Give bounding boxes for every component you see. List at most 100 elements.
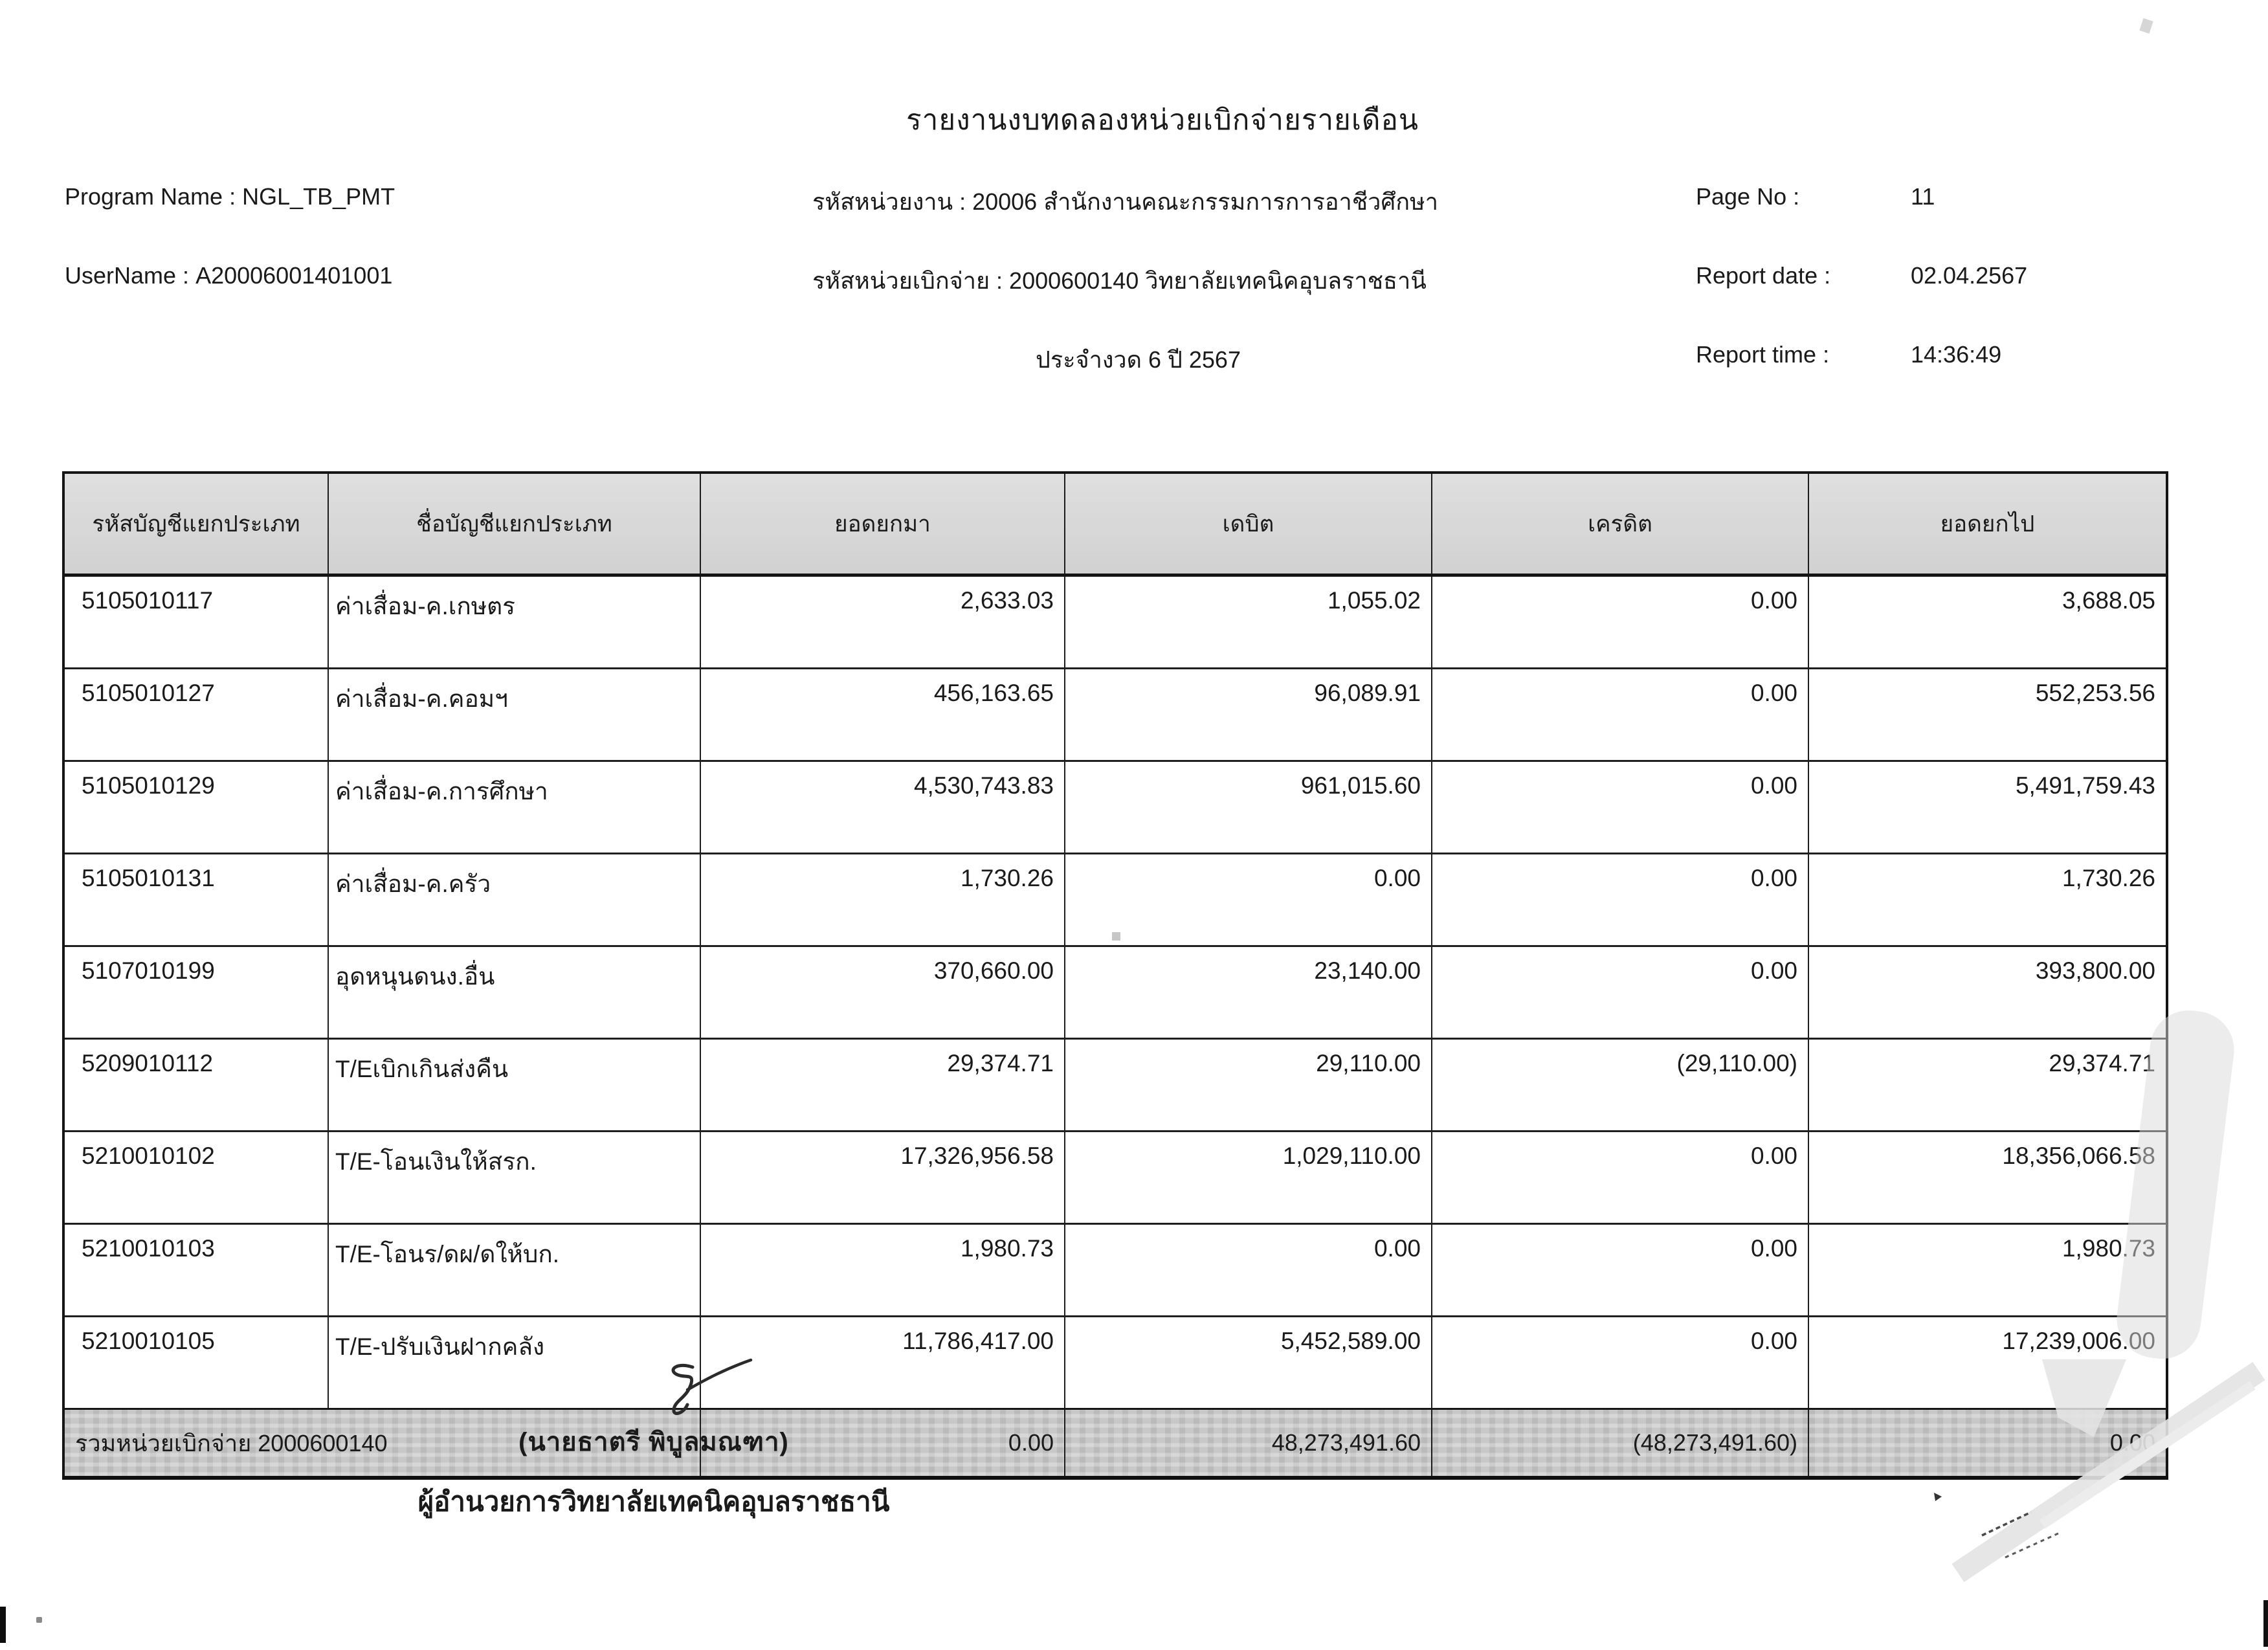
table-row: 5210010103 T/E-โอนร/ดผ/ดให้บก. 1,980.73 … — [63, 1223, 2168, 1317]
credit-cell: 0.00 — [1431, 1315, 1809, 1410]
username-line: UserName : A20006001401001 — [65, 262, 392, 289]
brought-forward-cell: 17,326,956.58 — [700, 1130, 1065, 1225]
page-no-label: Page No : — [1696, 183, 1800, 210]
debit-cell: 29,110.00 — [1064, 1038, 1432, 1132]
brought-forward-cell: 1,730.26 — [700, 853, 1065, 947]
table-row: 5105010127 ค่าเสื่อม-ค.คอมฯ 456,163.65 9… — [63, 667, 2168, 762]
credit-cell: 0.00 — [1431, 853, 1809, 947]
total-row: รวมหน่วยเบิกจ่าย 2000600140 0.00 48,273,… — [63, 1408, 2168, 1480]
debit-cell: 5,452,589.00 — [1064, 1315, 1432, 1410]
report-time-value: 14:36:49 — [1911, 341, 2002, 368]
report-time-label: Report time : — [1696, 341, 1830, 368]
debit-cell: 96,089.91 — [1064, 667, 1432, 762]
carry-forward-cell: 18,356,066.58 — [1808, 1130, 2168, 1225]
scan-artifact-left-bar — [0, 1607, 6, 1643]
table-row: 5107010199 อุดหนุนดนง.อื่น 370,660.00 23… — [63, 945, 2168, 1040]
account-name-cell: ค่าเสื่อม-ค.คอมฯ — [328, 667, 701, 762]
brought-forward-cell: 456,163.65 — [700, 667, 1065, 762]
col-header-account-name: ชื่อบัญชีแยกประเภท — [328, 472, 701, 577]
table-row: 5105010129 ค่าเสื่อม-ค.การศึกษา 4,530,74… — [63, 760, 2168, 854]
col-header-debit: เดบิต — [1064, 472, 1432, 577]
col-header-account-code: รหัสบัญชีแยกประเภท — [63, 472, 329, 577]
account-name-cell: T/E-ปรับเงินฝากคลัง — [328, 1315, 701, 1410]
credit-cell: 0.00 — [1431, 945, 1809, 1040]
account-code-cell: 5210010102 — [63, 1130, 329, 1225]
account-name-cell: ค่าเสื่อม-ค.เกษตร — [328, 574, 701, 669]
account-code-cell: 5105010117 — [63, 574, 329, 669]
col-header-credit: เครดิต — [1431, 472, 1809, 577]
brought-forward-cell: 2,633.03 — [700, 574, 1065, 669]
scan-artifact-top-right-dash — [2139, 18, 2153, 34]
signatory-role: ผู้อำนวยการวิทยาลัยเทคนิคอุบลราชธานี — [417, 1486, 890, 1517]
signature-mark — [655, 1354, 759, 1422]
carry-forward-cell: 3,688.05 — [1808, 574, 2168, 669]
credit-cell: 0.00 — [1431, 667, 1809, 762]
scan-artifact-corner-bar — [2263, 1600, 2268, 1647]
report-title: รายงานงบทดลองหน่วยเบิกจ่ายรายเดือน — [906, 104, 1419, 136]
table-header-row: รหัสบัญชีแยกประเภท ชื่อบัญชีแยกประเภท ยอ… — [63, 472, 2168, 577]
carry-forward-cell: 1,980.73 — [1808, 1223, 2168, 1317]
table-row: 5105010117 ค่าเสื่อม-ค.เกษตร 2,633.03 1,… — [63, 574, 2168, 669]
credit-cell: 0.00 — [1431, 1223, 1809, 1317]
account-name-cell: ค่าเสื่อม-ค.การศึกษา — [328, 760, 701, 854]
debit-cell: 0.00 — [1064, 853, 1432, 947]
agency-code-line: รหัสหน่วยงาน : 20006 สำนักงานคณะกรรมการก… — [812, 188, 1438, 215]
table-row: 5210010102 T/E-โอนเงินให้สรก. 17,326,956… — [63, 1130, 2168, 1225]
credit-cell: 0.00 — [1431, 1130, 1809, 1225]
trial-balance-table: รหัสบัญชีแยกประเภท ชื่อบัญชีแยกประเภท ยอ… — [62, 471, 2168, 1480]
account-code-cell: 5105010129 — [63, 760, 329, 854]
total-credit-cell: (48,273,491.60) — [1431, 1408, 1809, 1480]
program-name-line: Program Name : NGL_TB_PMT — [65, 183, 395, 210]
username-value: A20006001401001 — [195, 262, 393, 289]
total-carry-forward-cell: 0.00 — [1808, 1408, 2168, 1480]
account-name-cell: T/Eเบิกเกินส่งคืน — [328, 1038, 701, 1132]
col-header-carry-forward: ยอดยกไป — [1808, 472, 2168, 577]
debit-cell: 1,029,110.00 — [1064, 1130, 1432, 1225]
page-no-value: 11 — [1911, 183, 1935, 210]
account-name-cell: ค่าเสื่อม-ค.ครัว — [328, 853, 701, 947]
account-code-cell: 5210010105 — [63, 1315, 329, 1410]
total-brought-forward-cell: 0.00 — [700, 1408, 1065, 1480]
debit-cell: 23,140.00 — [1064, 945, 1432, 1040]
signatory-name: (นายธาตรี พิบูลมณฑา) — [518, 1428, 789, 1456]
account-code-cell: 5105010127 — [63, 667, 329, 762]
table-row: 5210010105 T/E-ปรับเงินฝากคลัง 11,786,41… — [63, 1315, 2168, 1410]
table-row: 5105010131 ค่าเสื่อม-ค.ครัว 1,730.26 0.0… — [63, 853, 2168, 947]
account-name-cell: อุดหนุนดนง.อื่น — [328, 945, 701, 1040]
brought-forward-cell: 370,660.00 — [700, 945, 1065, 1040]
credit-cell: 0.00 — [1431, 574, 1809, 669]
period-line: ประจำงวด 6 ปี 2567 — [1036, 346, 1241, 373]
credit-cell: (29,110.00) — [1431, 1038, 1809, 1132]
debit-cell: 961,015.60 — [1064, 760, 1432, 854]
account-code-cell: 5105010131 — [63, 853, 329, 947]
debit-cell: 0.00 — [1064, 1223, 1432, 1317]
brought-forward-cell: 1,980.73 — [700, 1223, 1065, 1317]
table-row: 5209010112 T/Eเบิกเกินส่งคืน 29,374.71 2… — [63, 1038, 2168, 1132]
total-label-cell: รวมหน่วยเบิกจ่าย 2000600140 — [63, 1408, 701, 1480]
disbursing-unit-line: รหัสหน่วยเบิกจ่าย : 2000600140 วิทยาลัยเ… — [812, 267, 1427, 294]
username-label: UserName : — [65, 262, 190, 289]
brought-forward-cell: 29,374.71 — [700, 1038, 1065, 1132]
carry-forward-cell: 393,800.00 — [1808, 945, 2168, 1040]
program-name-label: Program Name : — [65, 183, 236, 210]
report-date-label: Report date : — [1696, 262, 1831, 289]
carry-forward-cell: 552,253.56 — [1808, 667, 2168, 762]
carry-forward-cell: 17,239,006.00 — [1808, 1315, 2168, 1410]
col-header-brought-forward: ยอดยกมา — [700, 472, 1065, 577]
account-name-cell: T/E-โอนร/ดผ/ดให้บก. — [328, 1223, 701, 1317]
report-date-value: 02.04.2567 — [1911, 262, 2028, 289]
carry-forward-cell: 29,374.71 — [1808, 1038, 2168, 1132]
account-code-cell: 5107010199 — [63, 945, 329, 1040]
account-name-cell: T/E-โอนเงินให้สรก. — [328, 1130, 701, 1225]
account-code-cell: 5210010103 — [63, 1223, 329, 1317]
carry-forward-cell: 5,491,759.43 — [1808, 760, 2168, 854]
debit-cell: 1,055.02 — [1064, 574, 1432, 669]
brought-forward-cell: 4,530,743.83 — [700, 760, 1065, 854]
credit-cell: 0.00 — [1431, 760, 1809, 854]
scan-artifact-left-dot — [36, 1617, 42, 1623]
signature-block: (นายธาตรี พิบูลมณฑา) ผู้อำนวยการวิทยาลัย… — [311, 1421, 997, 1523]
total-debit-cell: 48,273,491.60 — [1064, 1408, 1432, 1480]
brought-forward-cell: 11,786,417.00 — [700, 1315, 1065, 1410]
carry-forward-cell: 1,730.26 — [1808, 853, 2168, 947]
